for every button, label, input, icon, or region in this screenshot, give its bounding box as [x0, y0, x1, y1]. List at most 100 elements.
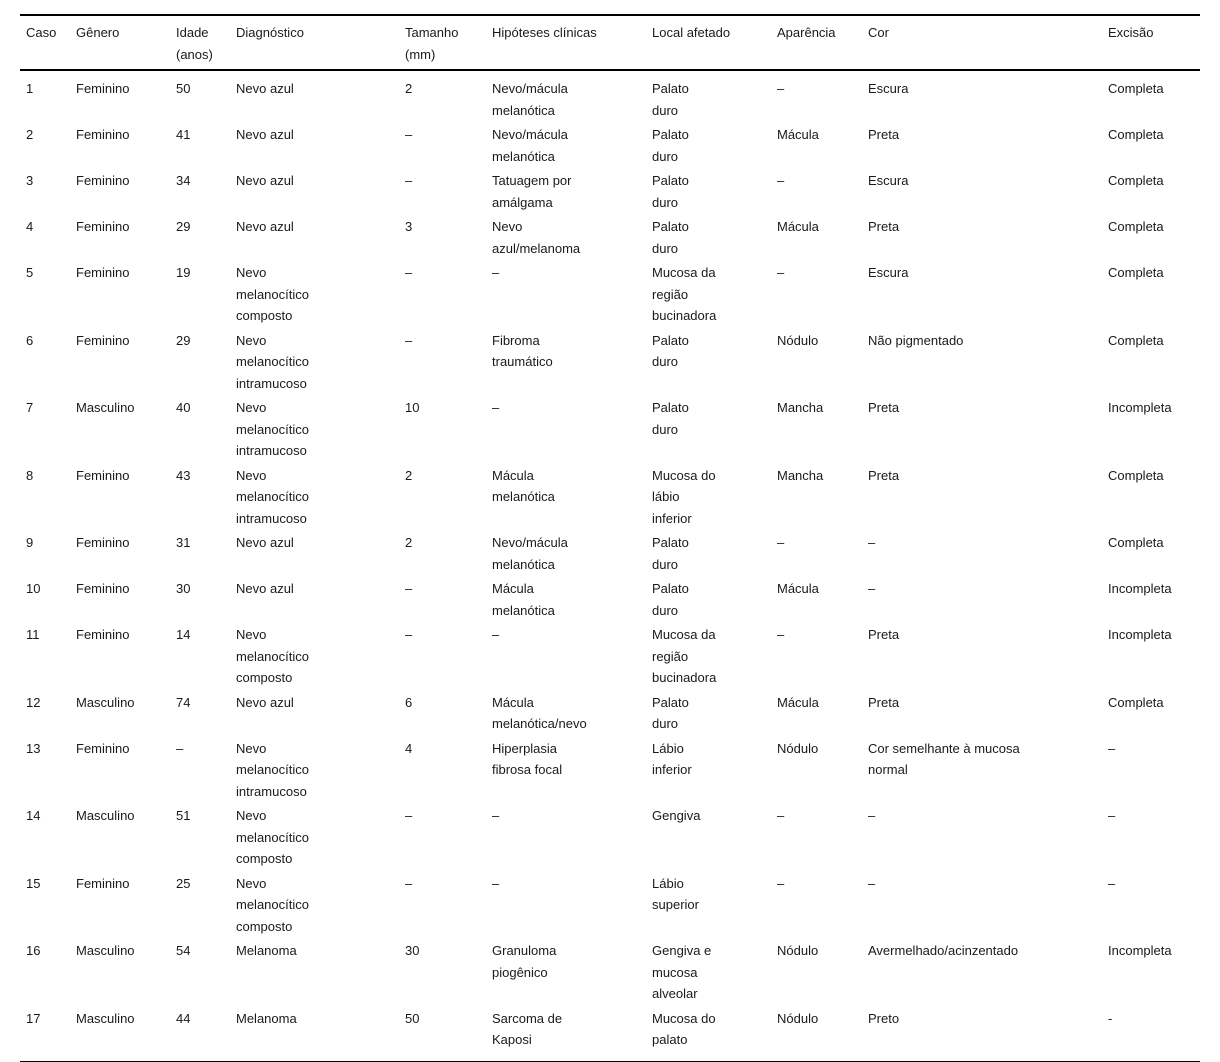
table-cell: Avermelhado/acinzentado [868, 943, 1019, 958]
table-cell: 13 [26, 740, 41, 756]
table-cell: 34 [176, 173, 191, 188]
table-row: 8 Feminino 43 Nevo melanocítico intramucoso… [20, 463, 1200, 531]
cases-table: Caso Gênero Idade (anos) Diagnóstico Tamanho… [20, 14, 1200, 1062]
table-cell: Feminino [76, 581, 130, 596]
table-cell: – [492, 627, 500, 642]
table-cell: - [1108, 1010, 1113, 1026]
table-cell: Palato duro [652, 694, 689, 732]
table-cell: – [405, 627, 413, 642]
table-row: 9 Feminino 31 Nevo azul 2 Nevo/mácula melanót… [20, 530, 1200, 576]
column-header: Diagnóstico [230, 15, 399, 71]
table-row: 2 Feminino 41 Nevo azul – Nevo/mácula melanót… [20, 122, 1200, 168]
table-cell: Mácula melanótica/nevo [492, 694, 587, 732]
table-cell: 15 [26, 875, 41, 891]
table-cell: Gengiva e mucosa alveolar [652, 943, 712, 1001]
table-cell: Preto [868, 1010, 900, 1026]
table-cell: Incompleta [1108, 581, 1172, 596]
table-cell: Feminino [76, 332, 130, 348]
table-cell: 30 [176, 581, 191, 596]
table-cell: – [405, 332, 413, 348]
table-cell: Mácula melanótica [492, 581, 555, 618]
column-header: Caso [20, 15, 70, 71]
table-cell: Tatuagem por amálgama [492, 173, 572, 210]
table-cell: Nevo/mácula melanótica [492, 127, 568, 164]
table-row: 4 Feminino 29 Nevo azul 3 Nevo azul/melanoma P… [20, 214, 1200, 260]
table-cell: Gengiva [652, 808, 701, 823]
table-cell: 12 [26, 694, 41, 710]
table-cell: 10 [26, 581, 41, 596]
table-cell: Mucosa da região bucinadora [652, 265, 717, 323]
table-cell: Nevo azul [236, 219, 294, 234]
table-cell: Nevo azul [236, 535, 294, 550]
table-cell: Feminino [76, 467, 130, 483]
table-cell: Nevo azul/melanoma [492, 219, 581, 256]
table-cell: Incompleta [1108, 400, 1172, 415]
table-cell: Nevo melanocítico composto [236, 265, 309, 323]
table-cell: Feminino [76, 535, 130, 550]
table-cell: Nódulo [777, 740, 819, 756]
table-cell: Incompleta [1108, 943, 1172, 958]
table-cell: Palato duro [652, 173, 689, 210]
table-cell: Palato duro [652, 332, 689, 370]
table-cell: Nevo melanocítico composto [236, 875, 309, 934]
table-cell: Nevo/mácula melanótica [492, 535, 568, 572]
table-cell: Lábio superior [652, 875, 699, 913]
table-cell: 4 [405, 740, 413, 756]
table-cell: Mancha [777, 467, 824, 483]
table-row: 16 Masculino 54 Melanoma 30 Granuloma piogêni… [20, 938, 1200, 1006]
table-cell: Palato duro [652, 127, 689, 164]
column-header: Hipóteses clínicas [486, 15, 646, 71]
table-cell: – [868, 808, 876, 823]
table-cell: Feminino [76, 265, 130, 280]
table-cell: Preta [868, 627, 900, 642]
table-row: 12 Masculino 74 Nevo azul 6 Mácula melanótica… [20, 690, 1200, 736]
table-cell: Feminino [76, 81, 130, 96]
column-header: Aparência [771, 15, 862, 71]
table-cell: 6 [405, 694, 413, 710]
table-row: 11 Feminino 14 Nevo melanocítico composto – –… [20, 622, 1200, 690]
table-cell: Completa [1108, 265, 1164, 280]
table-cell: Preta [868, 127, 900, 142]
table-cell: 30 [405, 943, 420, 958]
table-cell: – [777, 808, 785, 823]
table-cell: 50 [176, 81, 191, 96]
table-cell: 11 [26, 627, 40, 642]
table-cell: Masculino [76, 1010, 135, 1026]
header-row: Caso Gênero Idade (anos) Diagnóstico Tamanho… [20, 15, 1200, 71]
table-cell: Palato duro [652, 400, 689, 437]
table-cell: 40 [176, 400, 191, 415]
table-cell: 29 [176, 219, 191, 234]
table-cell: Masculino [76, 943, 135, 958]
table-cell: Melanoma [236, 943, 297, 958]
table-cell: – [777, 875, 785, 891]
table-cell: Não pigmentado [868, 332, 964, 348]
column-header: Gênero [70, 15, 170, 71]
table-cell: Hiperplasia fibrosa focal [492, 740, 563, 778]
table-cell: Nevo melanocítico intramucoso [236, 467, 309, 526]
table-cell: Nevo azul [236, 173, 294, 188]
table-cell: Nevo azul [236, 581, 294, 596]
table-cell: Nevo/mácula melanótica [492, 81, 568, 118]
table-cell: Preta [868, 400, 900, 415]
table-cell: Masculino [76, 808, 135, 823]
table-cell: – [777, 81, 785, 96]
table-cell: Mancha [777, 400, 824, 415]
column-header: Excisão [1102, 15, 1200, 71]
table-cell: Feminino [76, 219, 130, 234]
table-cell: Mucosa da região bucinadora [652, 627, 717, 685]
table-cell: – [405, 173, 413, 188]
table-cell: Nevo melanocítico composto [236, 808, 309, 866]
table-cell: 41 [176, 127, 191, 142]
table-cell: – [492, 875, 500, 891]
table-cell: 6 [26, 332, 34, 348]
table-cell: 4 [26, 219, 34, 234]
table-cell: Feminino [76, 173, 130, 188]
table-cell: Completa [1108, 535, 1164, 550]
table-cell: – [405, 875, 413, 891]
table-cell: Completa [1108, 81, 1164, 96]
table-cell: 3 [26, 173, 34, 188]
table-cell: 14 [176, 627, 191, 642]
table-cell: Mucosa do palato [652, 1010, 716, 1048]
table-header: Caso Gênero Idade (anos) Diagnóstico Tamanho… [20, 15, 1200, 71]
table-cell: – [492, 808, 500, 823]
